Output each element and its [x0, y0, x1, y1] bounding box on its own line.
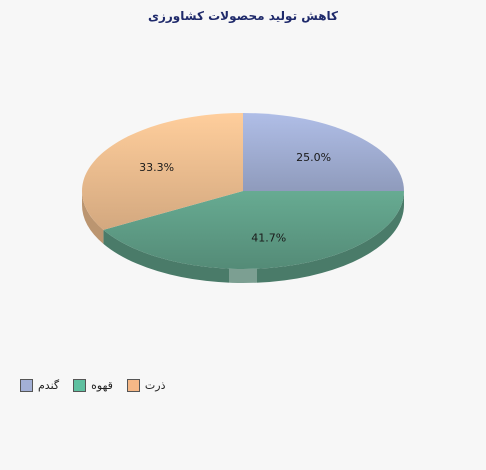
slice-wheat[interactable]	[243, 113, 404, 191]
legend-label-coffee: قهوه	[91, 379, 113, 392]
legend-label-corn: ذرت	[144, 379, 166, 392]
slice-side-coffee	[103, 191, 405, 284]
legend-item-wheat[interactable]: گندم	[20, 379, 59, 392]
legend-item-coffee[interactable]: قهوه	[73, 379, 113, 392]
slice-corn[interactable]	[81, 113, 243, 230]
legend-label-wheat: گندم	[38, 379, 60, 392]
slice-coffee[interactable]	[103, 191, 405, 270]
legend-swatch-coffee	[73, 379, 87, 392]
legend-swatch-corn	[126, 379, 140, 392]
slice-label-wheat: 25.0%	[296, 151, 331, 164]
slice-label-corn: 33.3%	[139, 161, 174, 174]
chart-title: کاهش تولید محصولات کشاورزی	[147, 9, 339, 23]
slice-label-coffee: 41.7%	[251, 232, 286, 245]
slice-side-corn	[82, 191, 104, 244]
legend-item-corn[interactable]: ذرت	[126, 379, 166, 392]
legend-swatch-wheat	[20, 379, 33, 392]
legend: گندم قهوه ذرت	[20, 379, 180, 392]
slice-side-highlight	[229, 268, 257, 283]
